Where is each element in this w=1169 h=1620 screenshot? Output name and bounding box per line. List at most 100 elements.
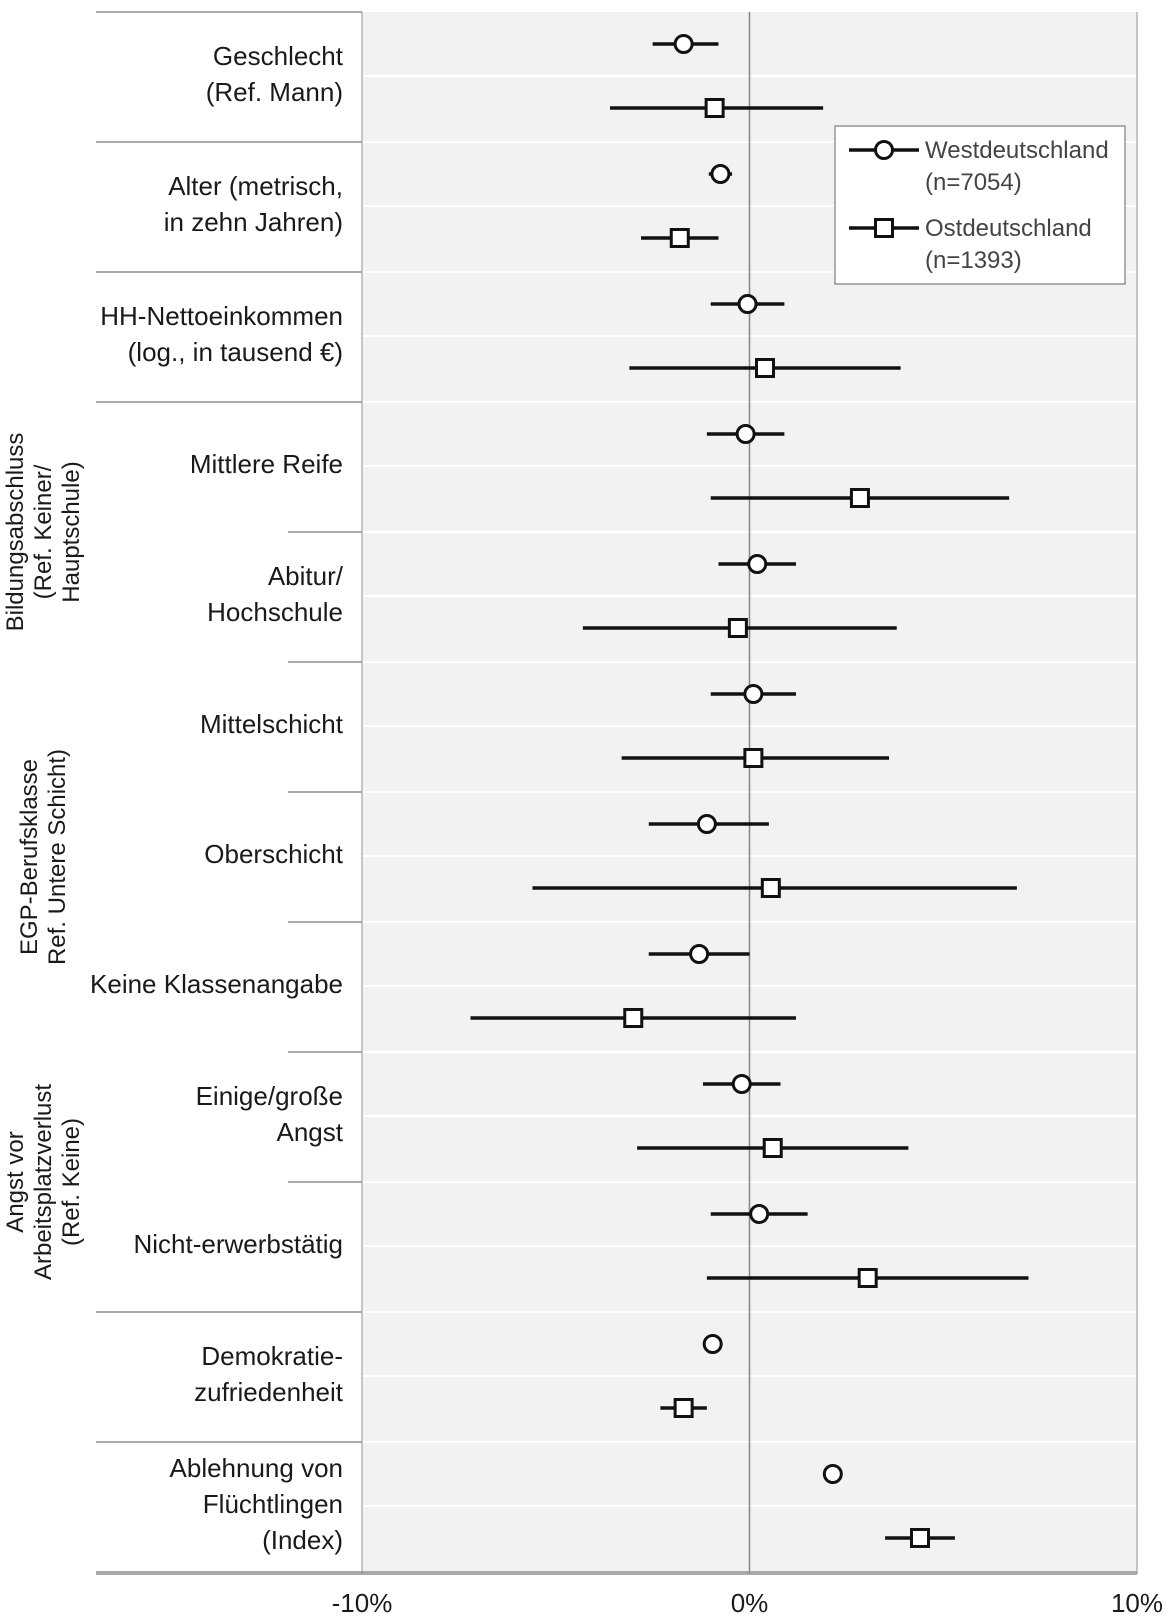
group-label-line: (Ref. Keine) bbox=[58, 1118, 85, 1246]
east-estimate bbox=[629, 358, 901, 378]
row-label-line: Abitur/ bbox=[268, 561, 344, 591]
row-label: Keine Klassenangabe bbox=[90, 969, 343, 999]
west-estimate bbox=[703, 1074, 781, 1094]
row-label-line: (log., in tausend €) bbox=[128, 337, 343, 367]
west-estimate bbox=[710, 294, 785, 314]
west-point-marker bbox=[737, 294, 758, 314]
row-label: Abitur/Hochschule bbox=[207, 561, 344, 627]
group-label-line: Hauptschule) bbox=[58, 461, 85, 602]
legend-box bbox=[834, 125, 1126, 285]
row-label-line: Flüchtlingen bbox=[203, 1489, 343, 1519]
east-estimate bbox=[660, 1398, 707, 1418]
group-label: EGP-BerufsklasseRef. Untere Schicht) bbox=[16, 749, 71, 965]
row-label-line: zufriedenheit bbox=[194, 1377, 344, 1407]
x-tick-label: -10% bbox=[332, 1588, 393, 1618]
row-label: Oberschicht bbox=[204, 839, 343, 869]
west-point-marker bbox=[702, 1334, 723, 1354]
west-point-marker bbox=[874, 140, 894, 160]
row-label-line: Alter (metrisch, bbox=[168, 171, 343, 201]
row-label-line: Mittelschicht bbox=[200, 709, 344, 739]
west-estimate bbox=[648, 814, 769, 834]
west-estimate bbox=[702, 1334, 723, 1354]
group-label-line: Bildungsabschluss bbox=[2, 433, 29, 632]
west-legend-label: Westdeutschland (n=7054) bbox=[925, 137, 1109, 196]
row-label-line: Angst bbox=[277, 1117, 344, 1147]
east-estimate bbox=[710, 488, 1010, 508]
west-point-marker bbox=[743, 684, 764, 704]
east-point-marker bbox=[727, 618, 748, 638]
row-label-line: Demokratie- bbox=[201, 1341, 343, 1371]
group-label-line: EGP-Berufsklasse bbox=[16, 759, 43, 955]
east-estimate bbox=[470, 1008, 796, 1028]
east-estimate bbox=[610, 98, 824, 118]
west-estimate bbox=[706, 424, 785, 444]
east-point-marker bbox=[755, 358, 775, 378]
west-estimate bbox=[710, 1204, 808, 1224]
legend: Westdeutschland (n=7054) Ostdeutschland (n=… bbox=[834, 125, 1126, 285]
east-point-marker bbox=[704, 98, 725, 118]
east-point-marker bbox=[760, 878, 781, 898]
east-point-marker bbox=[910, 1528, 930, 1548]
row-label-line: Ablehnung von bbox=[170, 1453, 343, 1483]
group-label-line: Angst vor bbox=[2, 1131, 29, 1232]
grid-layer bbox=[361, 12, 1138, 1574]
row-label-line: (Ref. Mann) bbox=[206, 77, 343, 107]
row-label-line: Oberschicht bbox=[204, 839, 343, 869]
east-point-marker bbox=[743, 748, 764, 768]
row-label-line: Geschlecht bbox=[213, 41, 344, 71]
group-label-line: Ref. Untere Schicht) bbox=[44, 749, 71, 965]
x-tick-label: 0% bbox=[731, 1588, 769, 1618]
row-label: Mittelschicht bbox=[200, 709, 344, 739]
row-label-line: in zehn Jahren) bbox=[164, 207, 343, 237]
mark-layer bbox=[470, 34, 1029, 1548]
tick-layer: -10% 0% 10% bbox=[96, 1573, 1163, 1618]
row-label: Einige/große Angst bbox=[196, 1081, 344, 1147]
group-label-line: Arbeitsplatzverlust bbox=[30, 1084, 57, 1280]
row-label: Demokratie-zufriedenheit bbox=[194, 1341, 344, 1407]
east-estimate bbox=[641, 228, 719, 248]
east-estimate bbox=[582, 618, 897, 638]
row-label: Geschlecht (Ref. Mann) bbox=[206, 41, 344, 107]
west-point-marker bbox=[689, 944, 710, 964]
west-point-marker bbox=[749, 1204, 770, 1224]
west-estimate bbox=[718, 554, 796, 574]
legend-series-name: Ostdeutschland bbox=[925, 215, 1092, 242]
row-label-line: Mittlere Reife bbox=[190, 449, 343, 479]
row-label: Alter (metrisch, in zehn Jahren) bbox=[164, 171, 343, 237]
east-estimate bbox=[637, 1138, 909, 1158]
row-label-line: Hochschule bbox=[207, 597, 343, 627]
row-label: Nicht-erwerbstätig bbox=[133, 1229, 343, 1259]
west-point-marker bbox=[735, 424, 756, 444]
east-point-marker bbox=[673, 1398, 694, 1418]
group-label: Bildungsabschluss(Ref. Keiner/Hauptschul… bbox=[2, 433, 85, 632]
label-layer: Geschlecht (Ref. Mann) Alter (metrisch, in … bbox=[2, 41, 344, 1555]
east-point-marker bbox=[669, 228, 690, 248]
west-point-marker bbox=[673, 34, 694, 54]
legend-series-n: (n=7054) bbox=[925, 169, 1022, 196]
east-point-marker bbox=[874, 218, 894, 238]
west-estimate bbox=[710, 684, 796, 704]
row-label-line: Keine Klassenangabe bbox=[90, 969, 343, 999]
row-label-line: HH-Nettoeinkommen bbox=[100, 301, 343, 331]
east-point-marker bbox=[623, 1008, 644, 1028]
east-point-marker bbox=[849, 488, 870, 508]
west-estimate bbox=[648, 944, 750, 964]
east-estimate bbox=[706, 1268, 1029, 1288]
west-point-marker bbox=[747, 554, 768, 574]
row-label: HH-Nettoeinkommen (log., in tausend €) bbox=[100, 301, 343, 367]
group-label-line: (Ref. Keiner/ bbox=[30, 464, 57, 599]
row-label-line: Nicht-erwerbstätig bbox=[133, 1229, 343, 1259]
east-estimate bbox=[885, 1528, 955, 1548]
row-label: Ablehnung von Flüchtlingen (Index) bbox=[170, 1453, 343, 1555]
east-point-marker bbox=[857, 1268, 878, 1288]
row-label-line: (Index) bbox=[262, 1525, 343, 1555]
east-point-marker bbox=[762, 1138, 783, 1158]
west-estimate bbox=[652, 34, 719, 54]
west-estimate bbox=[708, 164, 733, 184]
group-label: Angst vorArbeitsplatzverlust(Ref. Keine) bbox=[2, 1084, 85, 1280]
legend-series-name: Westdeutschland bbox=[925, 137, 1109, 164]
east-legend-label: Ostdeutschland (n=1393) bbox=[925, 215, 1092, 274]
legend-series-n: (n=1393) bbox=[925, 247, 1022, 274]
